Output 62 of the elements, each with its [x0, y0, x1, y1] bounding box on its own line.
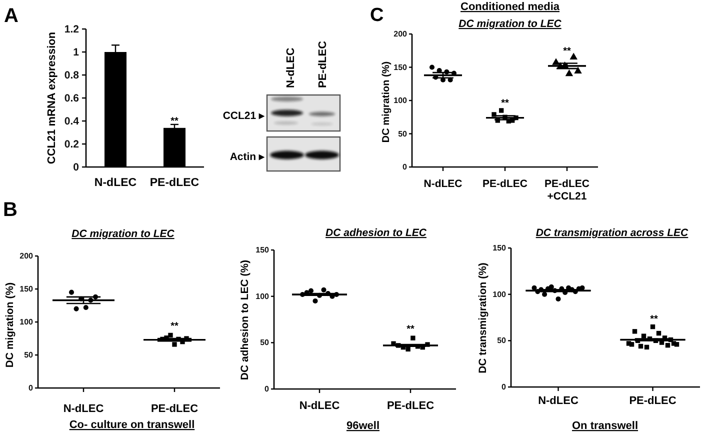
x-tick-label: N-dLEC	[424, 178, 463, 190]
y-tick-label: 100	[256, 292, 270, 301]
y-axis-title: DC adhesion to LEC (%)	[239, 260, 251, 380]
y-tick-label: 0	[73, 161, 80, 174]
annotation: **	[501, 98, 509, 109]
text: C	[370, 5, 384, 26]
x-tick-label: PE-dLEC	[386, 400, 434, 412]
x-tick-label: N-dLEC	[538, 395, 578, 407]
annotation: **	[170, 116, 178, 127]
x-tick-label: N-dLEC	[299, 400, 340, 412]
text: CCL21 ▸	[222, 110, 265, 122]
y-tick-label: 0	[402, 162, 408, 172]
annotation: **	[406, 324, 414, 335]
y-tick-label: 0	[502, 382, 507, 392]
y-tick-label: 0.6	[64, 92, 80, 104]
text: N-dLEC	[285, 48, 297, 88]
annotation: **	[170, 321, 178, 332]
y-axis-title: DC migration (%)	[380, 61, 392, 143]
y-tick-label: 100	[20, 318, 34, 327]
y-tick-label: 150	[20, 284, 34, 294]
y-tick-label: 200	[20, 252, 34, 261]
x-axis-title: 96well	[346, 420, 380, 432]
y-tick-label: 50	[24, 350, 34, 360]
y-tick-label: 1	[73, 46, 80, 58]
x-tick-label: N-dLEC	[94, 177, 137, 189]
chart-subtitle: DC migration to LEC	[458, 18, 562, 30]
text: Actin ▸	[230, 151, 265, 163]
chart-title: DC transmigration across LEC	[536, 227, 689, 239]
annotation: **	[650, 314, 658, 325]
x-axis-title: On transwell	[572, 420, 638, 432]
y-tick-label: 0.4	[64, 115, 80, 128]
annotation: **	[563, 46, 571, 57]
text: PE-dLEC	[317, 40, 329, 88]
x-tick-label: N-dLEC	[63, 403, 104, 415]
text: A	[4, 5, 18, 27]
y-tick-label: 0	[28, 384, 34, 393]
y-tick-label: 50	[398, 129, 408, 138]
y-tick-label: 0.2	[64, 138, 80, 150]
y-tick-label: 100	[394, 96, 408, 106]
chart-title: DC adhesion to LEC	[326, 227, 427, 239]
y-tick-label: 150	[492, 244, 507, 253]
y-tick-label: 1.2	[64, 23, 80, 36]
y-tick-label: 50	[497, 336, 507, 346]
x-axis-title: Co- culture on transwell	[69, 419, 195, 431]
y-axis-title: DC migration (%)	[4, 282, 16, 368]
y-tick-label: 0	[264, 384, 270, 394]
y-axis-title: CCL21 mRNA expression	[46, 32, 58, 164]
x-tick-label: PE-dLEC +CCL21	[544, 178, 590, 203]
y-tick-label: 150	[394, 62, 408, 72]
y-tick-label: 100	[492, 290, 507, 299]
x-tick-label: PE-dLEC	[150, 403, 198, 415]
y-tick-label: 0.8	[64, 69, 80, 82]
x-tick-label: PE-dLEC	[150, 177, 200, 189]
y-tick-label: 200	[394, 30, 408, 39]
y-tick-label: 50	[260, 338, 270, 348]
y-tick-label: 150	[256, 246, 270, 255]
chart-title: Conditioned media	[460, 1, 560, 13]
text: B	[3, 199, 18, 221]
y-axis-title: DC transmigration (%)	[477, 262, 489, 374]
x-tick-label: PE-dLEC	[629, 395, 676, 407]
chart-title: DC migration to LEC	[72, 228, 175, 240]
x-tick-label: PE-dLEC	[482, 178, 528, 190]
